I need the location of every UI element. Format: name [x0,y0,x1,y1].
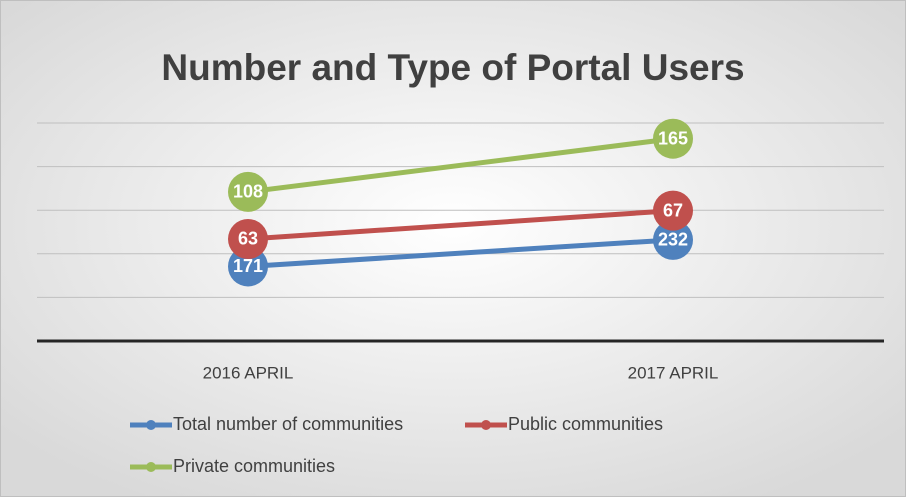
marker [653,118,693,159]
marker [653,219,693,260]
marker [228,218,268,259]
legend-marker [146,462,156,472]
chart-title: Number and Type of Portal Users [161,47,744,88]
legend-label: Private communities [173,456,335,476]
legend-label: Total number of communities [173,414,403,434]
data-label: 67 [663,200,683,220]
series-line [247,237,674,269]
series-line [247,208,674,242]
marker [228,171,268,212]
data-label: 165 [658,128,688,148]
data-label: 232 [658,230,688,250]
marker [653,190,693,231]
data-label: 63 [238,229,258,249]
data-label: 171 [233,256,263,276]
x-tick-label: 2016 APRIL [203,363,294,382]
legend-marker [481,420,491,430]
data-label: 108 [233,182,263,202]
marker [228,246,268,287]
x-tick-label: 2017 APRIL [628,363,719,382]
series-line [247,136,674,195]
legend-label: Public communities [508,414,663,434]
legend-marker [146,420,156,430]
